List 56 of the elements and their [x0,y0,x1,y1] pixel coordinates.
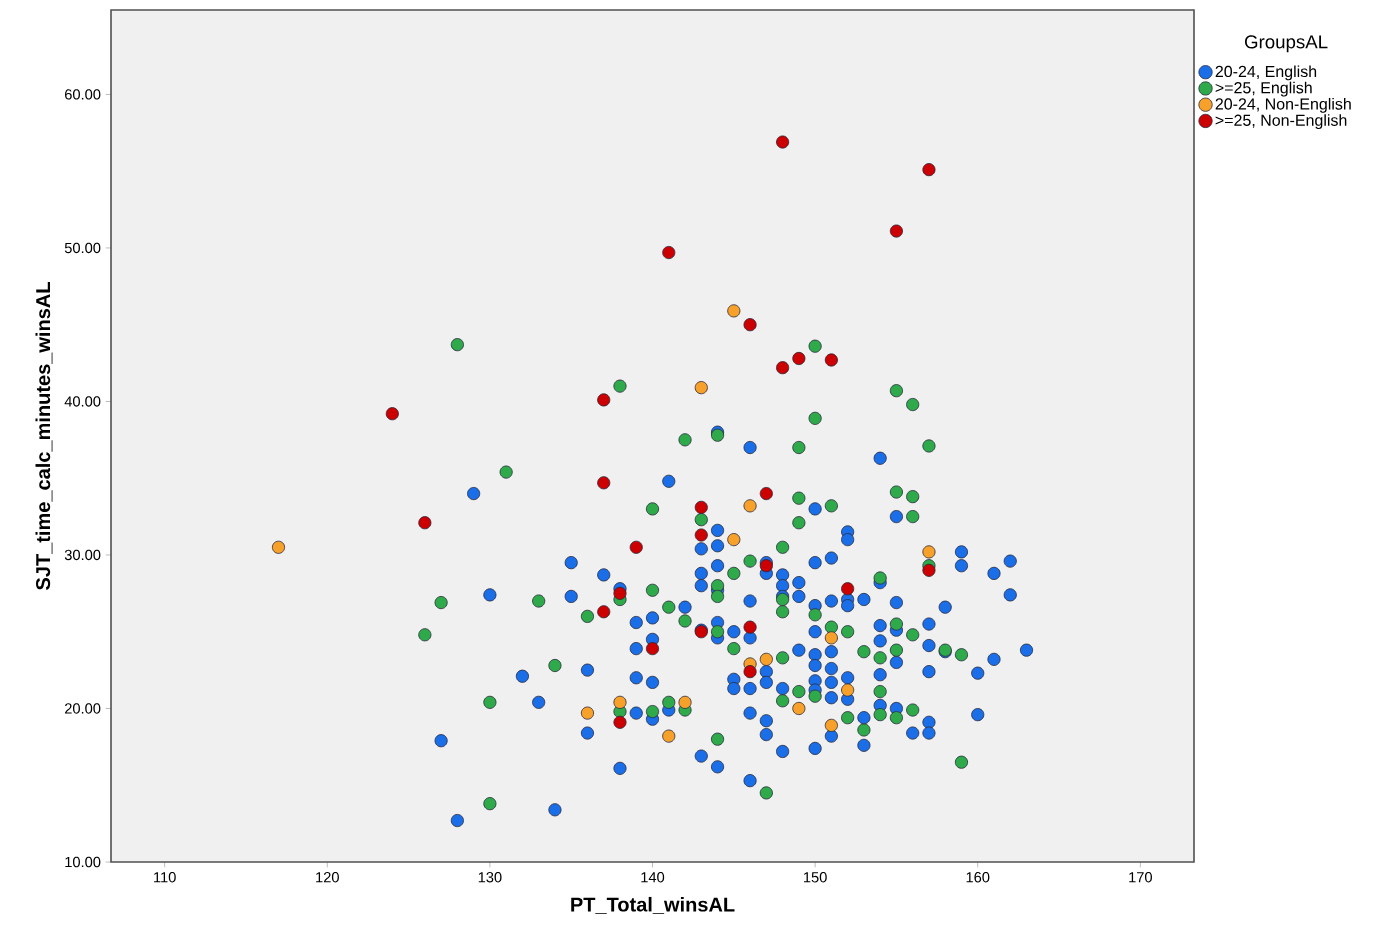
point [792,351,806,365]
point [597,605,611,619]
point [922,163,936,177]
point [580,706,594,720]
point [629,540,643,554]
y-tick-label: 40.00 [64,396,101,407]
x-tick-label: 110 [154,872,176,883]
point [824,353,838,367]
point [727,304,741,318]
x-tick-label: 170 [1129,872,1152,883]
point [776,361,790,375]
point [385,407,399,421]
point [743,499,757,513]
point [792,701,806,716]
point [743,665,757,679]
y-tick-label: 30.00 [64,549,101,561]
point [271,540,286,554]
x-tick-label: 150 [803,872,827,883]
point [824,631,838,645]
y-tick-label: 60.00 [65,89,101,100]
point [662,729,676,743]
point [776,135,790,149]
y-tick-label: 50.00 [64,242,101,254]
point [759,487,773,501]
x-tick-label: 130 [478,872,502,883]
point [694,500,708,514]
x-tick-label: 140 [641,872,665,883]
point [597,476,611,490]
legend-label: >=25, Non-English [1215,114,1347,130]
legend-title: GroupsAL [1244,35,1328,53]
point [922,545,936,559]
y-axis-title: SJT_time_calc_minutes_winsAL [35,282,53,590]
point [418,516,432,530]
point [841,582,855,596]
y-tick-label: 20.00 [64,703,101,714]
x-tick-label: 120 [316,872,339,883]
legend-label: 20-24, Non-English [1215,97,1351,113]
point [694,528,708,542]
point [597,393,611,407]
point [613,695,627,709]
x-axis-title: PT_Total_winsAL [571,896,735,914]
point [645,642,660,656]
x-tick-label: 160 [966,872,990,883]
point [922,563,936,577]
point [743,318,757,332]
point [889,224,903,238]
point [613,715,627,729]
point [662,246,676,260]
y-tick-label: 10.00 [65,856,101,868]
point [759,652,773,666]
point [694,381,708,395]
point [727,533,741,547]
legend-label: 20-24, English [1215,65,1317,81]
legend-label: >=25, English [1215,81,1312,97]
point [743,620,757,634]
point [824,718,838,732]
